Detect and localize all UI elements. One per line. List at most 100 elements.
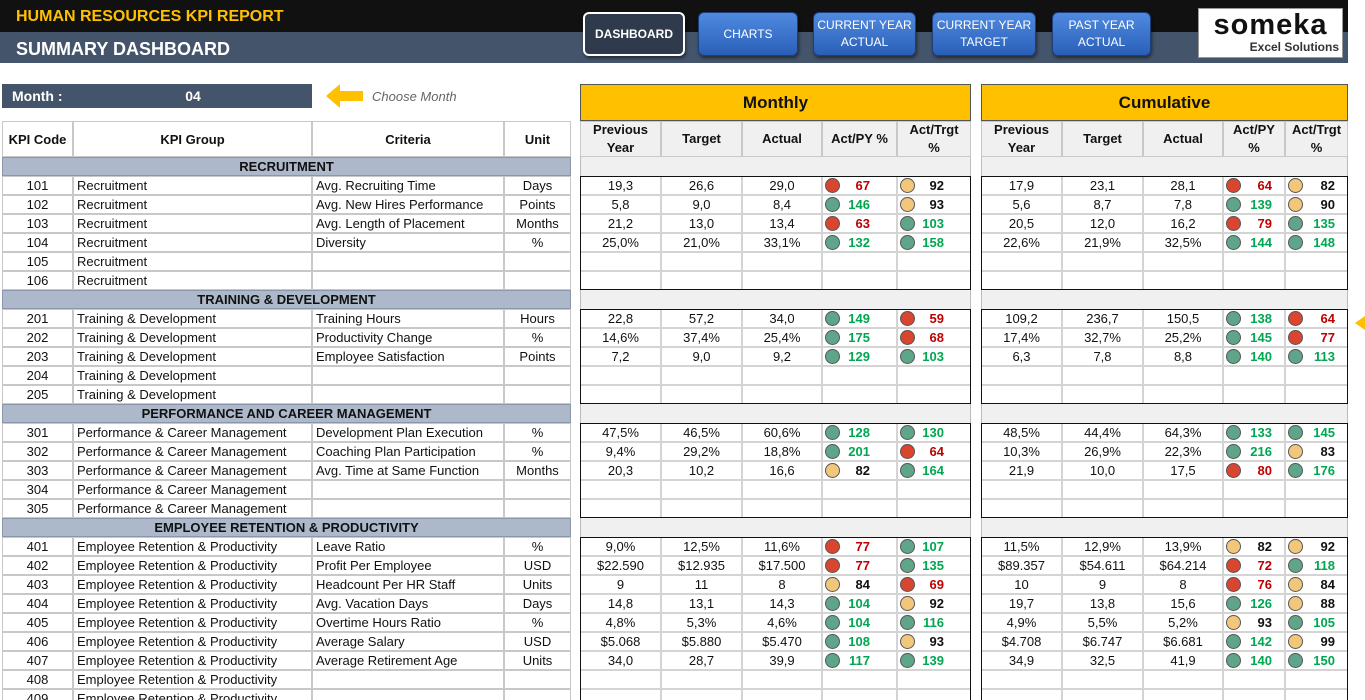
status-indicator bbox=[825, 634, 840, 649]
metric-cell: 13,4 bbox=[742, 214, 822, 233]
nav-button[interactable]: CHARTS bbox=[698, 12, 798, 56]
metric-cell: $5.068 bbox=[580, 632, 661, 651]
column-header: Actual bbox=[742, 121, 822, 157]
status-indicator bbox=[900, 653, 915, 668]
status-indicator bbox=[900, 463, 915, 478]
column-header: KPI Code bbox=[2, 121, 73, 157]
status-indicator bbox=[900, 197, 915, 212]
metric-cell bbox=[1223, 480, 1285, 499]
metric-cell: 13,9% bbox=[1143, 537, 1223, 556]
metric-cell: 9,0 bbox=[661, 195, 742, 214]
kpi-cell: Overtime Hours Ratio bbox=[312, 613, 504, 632]
nav-button[interactable]: CURRENT YEAR TARGET bbox=[932, 12, 1036, 56]
kpi-cell: Days bbox=[504, 176, 571, 195]
month-value[interactable]: 04 bbox=[185, 88, 201, 104]
status-indicator bbox=[1288, 539, 1303, 554]
metric-cell: 10,0 bbox=[1062, 461, 1143, 480]
metric-cell: 14,3 bbox=[742, 594, 822, 613]
kpi-cell: % bbox=[504, 328, 571, 347]
kpi-cell: Performance & Career Management bbox=[73, 423, 312, 442]
metric-cell: 47,5% bbox=[580, 423, 661, 442]
metric-cell: $5.470 bbox=[742, 632, 822, 651]
metric-cell: 32,7% bbox=[1062, 328, 1143, 347]
kpi-cell: Employee Retention & Productivity bbox=[73, 613, 312, 632]
kpi-cell: Average Retirement Age bbox=[312, 651, 504, 670]
status-indicator bbox=[825, 653, 840, 668]
metric-cell: 17,5 bbox=[1143, 461, 1223, 480]
metric-cell: 29,2% bbox=[661, 442, 742, 461]
kpi-cell: % bbox=[504, 233, 571, 252]
kpi-cell: 405 bbox=[2, 613, 73, 632]
metric-cell: 20,5 bbox=[981, 214, 1062, 233]
status-indicator bbox=[1226, 425, 1241, 440]
metric-cell bbox=[822, 366, 897, 385]
metric-cell: 77 bbox=[822, 556, 897, 575]
metric-cell: 63 bbox=[822, 214, 897, 233]
metric-cell: 13,1 bbox=[661, 594, 742, 613]
metric-cell: $22.590 bbox=[580, 556, 661, 575]
metric-cell: 4,8% bbox=[580, 613, 661, 632]
metric-cell: 104 bbox=[822, 594, 897, 613]
metric-cell: 13,8 bbox=[1062, 594, 1143, 613]
metric-cell: 129 bbox=[822, 347, 897, 366]
kpi-cell: 407 bbox=[2, 651, 73, 670]
metric-cell: 22,3% bbox=[1143, 442, 1223, 461]
metric-cell: 7,8 bbox=[1143, 195, 1223, 214]
kpi-cell: % bbox=[504, 613, 571, 632]
kpi-cell: Productivity Change bbox=[312, 328, 504, 347]
status-indicator bbox=[900, 330, 915, 345]
kpi-cell: Training & Development bbox=[73, 309, 312, 328]
kpi-cell: Points bbox=[504, 195, 571, 214]
kpi-cell: Recruitment bbox=[73, 214, 312, 233]
status-indicator bbox=[1288, 653, 1303, 668]
status-indicator bbox=[825, 596, 840, 611]
column-header: Criteria bbox=[312, 121, 504, 157]
kpi-cell: Training Hours bbox=[312, 309, 504, 328]
kpi-cell: Employee Retention & Productivity bbox=[73, 556, 312, 575]
status-indicator bbox=[1288, 577, 1303, 592]
kpi-cell: Performance & Career Management bbox=[73, 461, 312, 480]
metric-cell: 26,6 bbox=[661, 176, 742, 195]
kpi-cell: 201 bbox=[2, 309, 73, 328]
metric-cell: 14,8 bbox=[580, 594, 661, 613]
status-indicator bbox=[1288, 634, 1303, 649]
nav-button[interactable]: CURRENT YEAR ACTUAL bbox=[813, 12, 916, 56]
status-indicator bbox=[825, 463, 840, 478]
kpi-cell: Employee Retention & Productivity bbox=[73, 537, 312, 556]
panel-block bbox=[580, 423, 971, 518]
metric-cell: 12,0 bbox=[1062, 214, 1143, 233]
nav-button[interactable]: PAST YEAR ACTUAL bbox=[1052, 12, 1151, 56]
metric-cell: 37,4% bbox=[661, 328, 742, 347]
status-indicator bbox=[1226, 349, 1241, 364]
status-indicator bbox=[825, 558, 840, 573]
kpi-cell bbox=[312, 670, 504, 689]
kpi-cell: 305 bbox=[2, 499, 73, 518]
status-indicator bbox=[900, 596, 915, 611]
metric-cell: $89.357 bbox=[981, 556, 1062, 575]
metric-cell: 158 bbox=[897, 233, 971, 252]
status-indicator bbox=[1226, 653, 1241, 668]
month-hint: Choose Month bbox=[372, 88, 457, 104]
metric-cell bbox=[742, 670, 822, 689]
metric-cell: 34,0 bbox=[580, 651, 661, 670]
metric-cell: 69 bbox=[897, 575, 971, 594]
status-indicator bbox=[825, 197, 840, 212]
metric-cell: 39,9 bbox=[742, 651, 822, 670]
metric-cell bbox=[1062, 689, 1143, 700]
metric-cell: 25,4% bbox=[742, 328, 822, 347]
metric-cell bbox=[661, 252, 742, 271]
status-indicator bbox=[825, 349, 840, 364]
metric-cell bbox=[1223, 670, 1285, 689]
month-label: Month : bbox=[12, 88, 63, 104]
kpi-cell bbox=[504, 670, 571, 689]
kpi-cell: Days bbox=[504, 594, 571, 613]
metric-cell: 6,3 bbox=[981, 347, 1062, 366]
kpi-cell: % bbox=[504, 537, 571, 556]
kpi-cell: Months bbox=[504, 214, 571, 233]
metric-cell: 117 bbox=[822, 651, 897, 670]
nav-button[interactable]: DASHBOARD bbox=[583, 12, 685, 56]
metric-cell: 92 bbox=[897, 594, 971, 613]
kpi-cell: Avg. Length of Placement bbox=[312, 214, 504, 233]
kpi-cell bbox=[504, 480, 571, 499]
status-indicator bbox=[1288, 425, 1303, 440]
